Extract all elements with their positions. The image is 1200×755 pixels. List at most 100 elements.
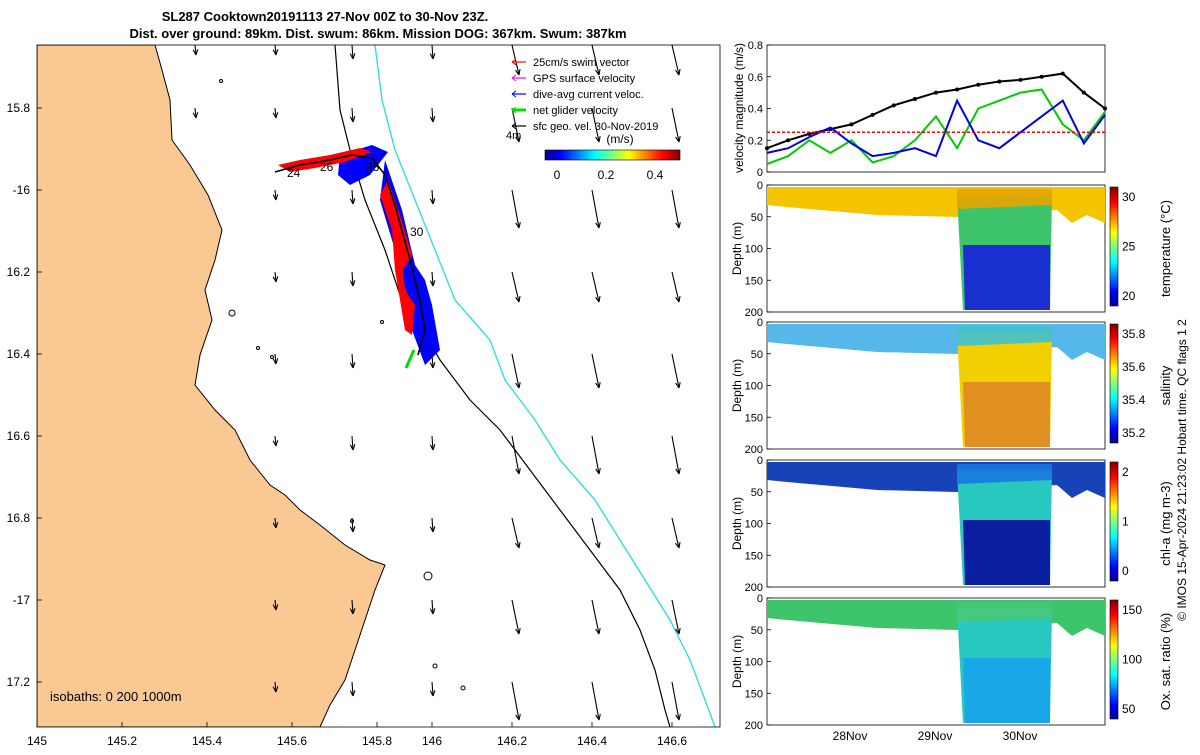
velocity-vector-head (595, 382, 601, 389)
velocity-vector-head (349, 690, 356, 697)
velocity-vector (671, 435, 680, 475)
colorbar-label: chl-a (mg m-3) (1158, 481, 1173, 566)
depth-tick-label: 0 (757, 455, 763, 467)
legend-label: net glider velocity (533, 105, 618, 117)
velocity-point (1039, 74, 1044, 79)
velocity-vector (671, 353, 680, 389)
velocity-vector (671, 517, 680, 549)
velocity-vector (591, 599, 600, 635)
velocity-ytick-label: 0.8 (748, 40, 763, 52)
legend-swatch-head (511, 58, 517, 66)
velocity-vector-head (349, 526, 356, 533)
velocity-point (912, 96, 917, 101)
velocity-vector-head (272, 112, 279, 119)
depth-tick-label: 100 (745, 244, 763, 256)
velocity-vector-head (675, 541, 681, 549)
velocity-chart-frame (766, 44, 1106, 173)
velocity-vector-head (595, 628, 601, 635)
velocity-point (997, 79, 1002, 84)
velocity-point (765, 146, 769, 151)
velocity-vector-head (595, 468, 601, 475)
map-ytick-label: 16.8 (7, 511, 31, 525)
velocity-vector (591, 189, 600, 229)
island (380, 320, 384, 324)
velocity-vector (511, 353, 520, 389)
velocity-vector-head (349, 362, 356, 369)
velocity-vector (511, 45, 520, 76)
figure-subtitle: Dist. over ground: 89km. Dist. swum: 86k… (129, 26, 626, 41)
velocity-point (1018, 77, 1023, 82)
velocity-vector-head (595, 68, 601, 76)
colorbar-tick-label: 35.8 (1122, 327, 1146, 341)
day-label-1: 24 (287, 166, 301, 180)
map-ytick-label: 17.2 (7, 675, 31, 689)
section-colorbar (1109, 599, 1119, 720)
velocity-vector (511, 435, 520, 475)
section-deep-core (963, 382, 1050, 447)
colorbar-tick-label: 25 (1122, 240, 1136, 254)
velocity-point (934, 90, 938, 95)
velocity-vector-head (429, 116, 436, 123)
map-xtick-label: 146.2 (497, 734, 527, 748)
velocity-point (786, 138, 791, 143)
depth-tick-label: 50 (751, 349, 763, 361)
section-surface-layer (957, 189, 1052, 209)
velocity-point (955, 87, 960, 92)
velocity-vector (671, 45, 680, 76)
velocity-vector (194, 107, 197, 119)
map-frame (36, 44, 721, 728)
velocity-vector (591, 107, 600, 143)
depth-tick-label: 150 (745, 275, 763, 287)
velocity-vector (351, 435, 354, 451)
land-mass (37, 45, 386, 727)
velocity-vector-head (675, 714, 681, 721)
velocity-vector-head (515, 714, 521, 721)
day-label-2: 26 (320, 160, 334, 174)
velocity-vector-head (349, 116, 356, 123)
velocity-series-line (766, 88, 1106, 166)
colorbar-tick-label: 1 (1122, 515, 1129, 529)
map-xtick-label: 146.6 (657, 734, 687, 748)
map-ytick-label: -16 (13, 183, 31, 197)
colorbar-tick-label: 100 (1122, 653, 1142, 667)
velocity-vector (274, 681, 277, 693)
legend-swatch-head (511, 90, 517, 98)
depth-tick-label: 50 (751, 487, 763, 499)
velocity-vector (591, 353, 600, 389)
velocity-point (849, 122, 854, 127)
map-xtick-label: 146.4 (577, 734, 607, 748)
section-colorbar (1109, 461, 1119, 582)
velocity-ytick-label: 0 (757, 167, 763, 179)
velocity-vector-head (515, 136, 521, 143)
velocity-vector (591, 517, 600, 549)
velocity-vector-head (429, 690, 436, 697)
legend-swatch-head (511, 74, 517, 82)
velocity-vector (351, 681, 354, 697)
isobaths-label: isobaths: 0 200 1000m (50, 689, 182, 704)
depth-tick-label: 100 (745, 381, 763, 393)
island (432, 663, 438, 669)
legend-label: GPS surface velocity (533, 73, 636, 85)
section-surface-layer (957, 602, 1052, 622)
colorbar-tick-label: 35.4 (1122, 393, 1146, 407)
velocity-vector-head (595, 714, 601, 721)
day-label-4: 30 (410, 225, 424, 239)
velocity-vector-head (595, 541, 601, 549)
depth-tick-label: 0 (757, 317, 763, 329)
surface-velocity-vectors (192, 45, 681, 721)
velocity-vector (671, 189, 680, 229)
colorbar-label: Ox. sat. ratio (%) (1158, 613, 1173, 711)
depth-tick-label: 200 (745, 444, 763, 456)
velocity-ylabel: velocity magnitude (m/s) (732, 43, 746, 173)
velocity-vector-head (272, 276, 279, 283)
velocity-vector-head (515, 628, 521, 635)
figure-title: SL287 Cooktown20191113 27-Nov 00Z to 30-… (162, 9, 489, 24)
velocity-vector-head (515, 382, 521, 389)
depth-tick-label: 200 (745, 720, 763, 732)
velocity-vector (274, 599, 277, 611)
velocity-vector-head (515, 541, 521, 549)
section-deep-core (963, 520, 1050, 585)
depth-axis-label: Depth (m) (730, 497, 744, 550)
colorbar-label: temperature (°C) (1158, 200, 1173, 297)
